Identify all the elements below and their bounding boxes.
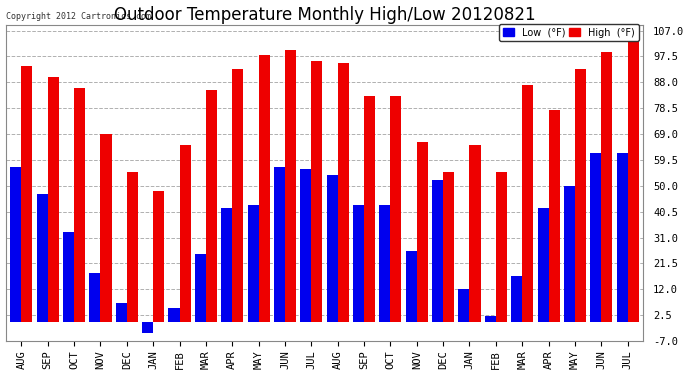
Bar bbox=[300, 170, 311, 322]
Bar bbox=[221, 207, 233, 322]
Bar bbox=[116, 303, 127, 322]
Bar bbox=[417, 142, 428, 322]
Bar bbox=[469, 145, 480, 322]
Bar bbox=[168, 308, 179, 322]
Bar bbox=[48, 77, 59, 322]
Bar bbox=[195, 254, 206, 322]
Bar bbox=[311, 60, 322, 322]
Bar bbox=[443, 172, 454, 322]
Bar bbox=[538, 207, 549, 322]
Bar bbox=[274, 167, 285, 322]
Legend: Low  (°F), High  (°F): Low (°F), High (°F) bbox=[499, 24, 639, 41]
Bar bbox=[326, 175, 337, 322]
Bar bbox=[153, 191, 164, 322]
Bar bbox=[485, 316, 496, 322]
Bar bbox=[233, 69, 244, 322]
Bar bbox=[564, 186, 575, 322]
Bar bbox=[380, 205, 391, 322]
Bar bbox=[511, 276, 522, 322]
Bar bbox=[142, 322, 153, 333]
Bar bbox=[10, 167, 21, 322]
Bar bbox=[285, 50, 296, 322]
Bar bbox=[432, 180, 443, 322]
Bar bbox=[206, 90, 217, 322]
Text: Copyright 2012 Cartronics.com: Copyright 2012 Cartronics.com bbox=[6, 12, 150, 21]
Bar bbox=[90, 273, 101, 322]
Bar bbox=[522, 85, 533, 322]
Bar bbox=[127, 172, 138, 322]
Bar bbox=[628, 30, 639, 322]
Bar bbox=[74, 88, 85, 322]
Bar bbox=[590, 153, 601, 322]
Bar bbox=[101, 134, 112, 322]
Bar bbox=[337, 63, 348, 322]
Bar bbox=[248, 205, 259, 322]
Bar bbox=[259, 55, 270, 322]
Bar bbox=[63, 232, 74, 322]
Bar bbox=[391, 96, 402, 322]
Bar bbox=[458, 289, 469, 322]
Bar bbox=[496, 172, 507, 322]
Bar bbox=[364, 96, 375, 322]
Bar bbox=[179, 145, 190, 322]
Bar bbox=[575, 69, 586, 322]
Bar bbox=[37, 194, 48, 322]
Bar bbox=[406, 251, 417, 322]
Title: Outdoor Temperature Monthly High/Low 20120821: Outdoor Temperature Monthly High/Low 201… bbox=[114, 6, 535, 24]
Bar bbox=[549, 110, 560, 322]
Bar bbox=[353, 205, 364, 322]
Bar bbox=[21, 66, 32, 322]
Bar bbox=[601, 53, 612, 322]
Bar bbox=[617, 153, 628, 322]
